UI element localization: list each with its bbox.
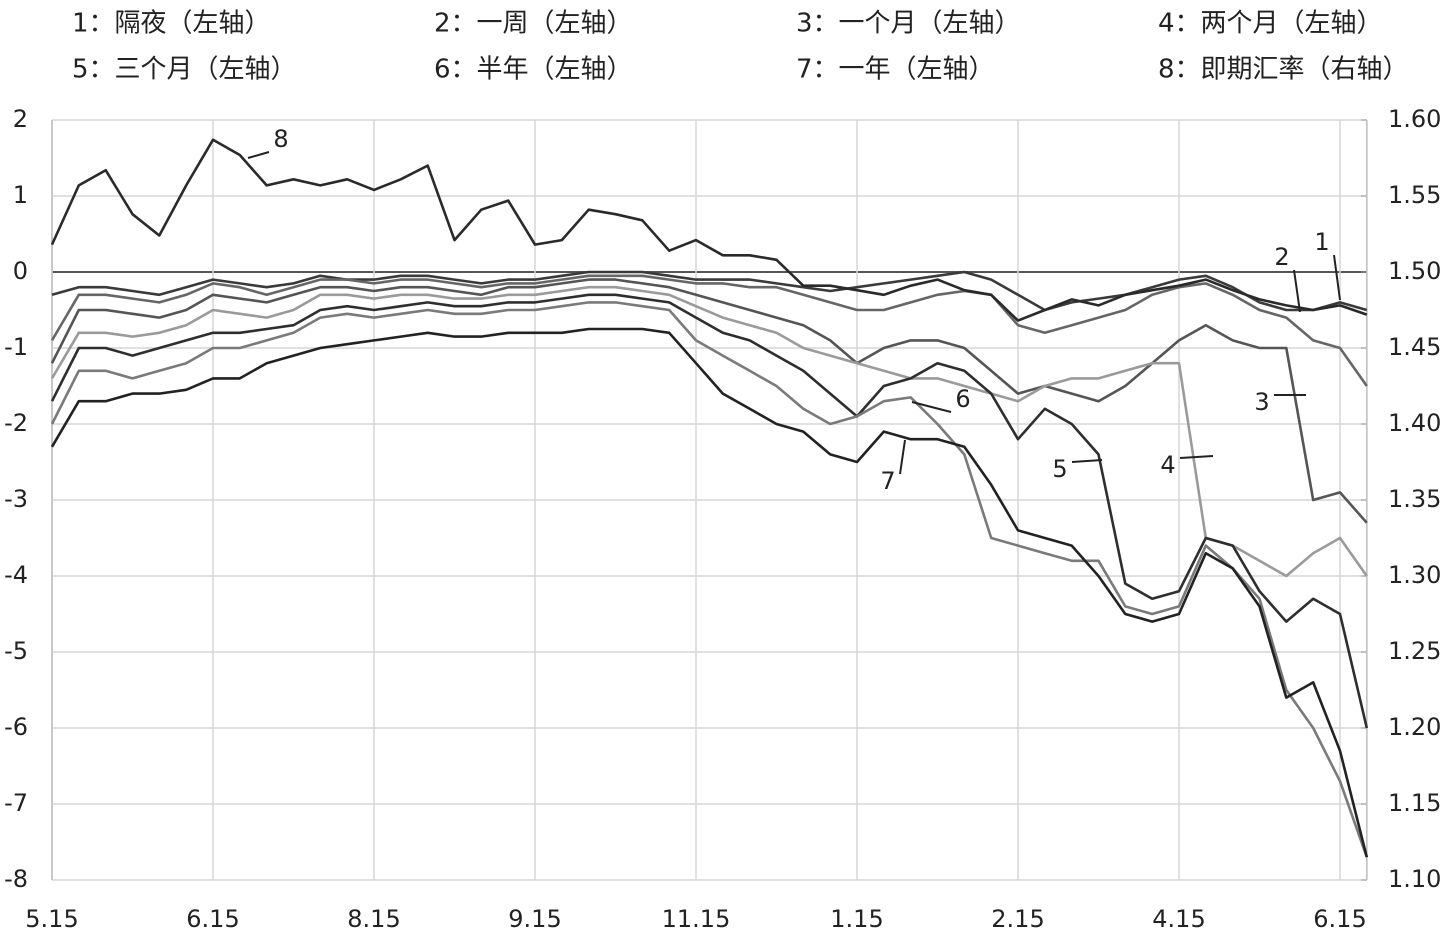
x-tick-label: 8.15	[347, 905, 400, 933]
annotation: 5	[1052, 455, 1067, 483]
annotation: 1	[1314, 228, 1329, 256]
legend-entry: 7：一年（左轴）	[796, 55, 995, 85]
annotation-leader	[1333, 254, 1341, 301]
x-tick-label: 5.15	[25, 905, 78, 933]
annotation-leader	[911, 401, 952, 413]
y-tick-label: -5	[4, 637, 28, 665]
annotation: 2	[1274, 243, 1289, 271]
series-line	[50, 301, 1369, 858]
y2-tick-label: 1.30	[1388, 561, 1441, 589]
legend-entry: 4：两个月（左轴）	[1158, 9, 1383, 39]
annotation: 7	[880, 467, 895, 495]
legend: 1：隔夜（左轴） 2：一周（左轴） 3：一个月（左轴） 4：两个月（左轴） 5：三个月（…	[72, 9, 1409, 85]
annotation: 6	[955, 385, 970, 413]
annotation: 4	[1160, 451, 1175, 479]
legend-entry: 3：一个月（左轴）	[796, 9, 1021, 39]
legend-entry: 6：半年（左轴）	[434, 55, 633, 85]
series-line	[50, 285, 1368, 578]
series-line	[51, 270, 1368, 312]
y2-tick-label: 1.15	[1388, 789, 1441, 817]
y2-tick-label: 1.45	[1388, 333, 1441, 361]
y2-tick-label: 1.60	[1388, 105, 1441, 133]
y-tick-label: 1	[13, 181, 28, 209]
annotation-leader	[247, 151, 270, 159]
y2-tick-label: 1.10	[1388, 865, 1441, 893]
y2-tick-label: 1.50	[1388, 257, 1441, 285]
y-tick-label: -4	[4, 561, 28, 589]
y2-tick-label: 1.40	[1388, 409, 1441, 437]
x-tick-label: 4.15	[1152, 905, 1205, 933]
y2-tick-label: 1.55	[1388, 181, 1441, 209]
x-tick-label: 6.15	[1313, 905, 1366, 933]
series-line	[50, 278, 1368, 524]
y-tick-label: -7	[4, 789, 28, 817]
y-tick-label: -2	[4, 409, 28, 437]
legend-entry: 2：一周（左轴）	[434, 9, 633, 39]
series-line	[50, 327, 1369, 858]
y2-tick-label: 1.35	[1388, 485, 1441, 513]
series-line	[50, 274, 1368, 387]
annotation-leader	[899, 439, 906, 475]
annotation-leader	[1179, 455, 1214, 459]
y-tick-label: -1	[4, 333, 28, 361]
y-tick-label: -3	[4, 485, 28, 513]
legend-entry: 8：即期汇率（右轴）	[1158, 55, 1409, 85]
x-tick-label: 11.15	[662, 905, 731, 933]
series-line	[50, 293, 1369, 729]
x-tick-label: 6.15	[186, 905, 239, 933]
annotation: 3	[1254, 388, 1269, 416]
x-tick-label: 2.15	[991, 905, 1044, 933]
annotation-leader	[1293, 269, 1301, 313]
series-line	[50, 138, 1368, 322]
y2-tick-label: 1.25	[1388, 637, 1441, 665]
x-tick-label: 1.15	[830, 905, 883, 933]
y2-tick-label: 1.20	[1388, 713, 1441, 741]
y-tick-label: -6	[4, 713, 28, 741]
y-tick-label: 2	[13, 105, 28, 133]
y-tick-label: -8	[4, 865, 28, 893]
annotation: 8	[273, 125, 288, 153]
y-tick-label: 0	[13, 257, 28, 285]
annotation-leader	[1071, 459, 1103, 463]
legend-entry: 5：三个月（左轴）	[72, 55, 297, 85]
legend-entry: 1：隔夜（左轴）	[72, 9, 271, 39]
x-tick-label: 9.15	[508, 905, 561, 933]
